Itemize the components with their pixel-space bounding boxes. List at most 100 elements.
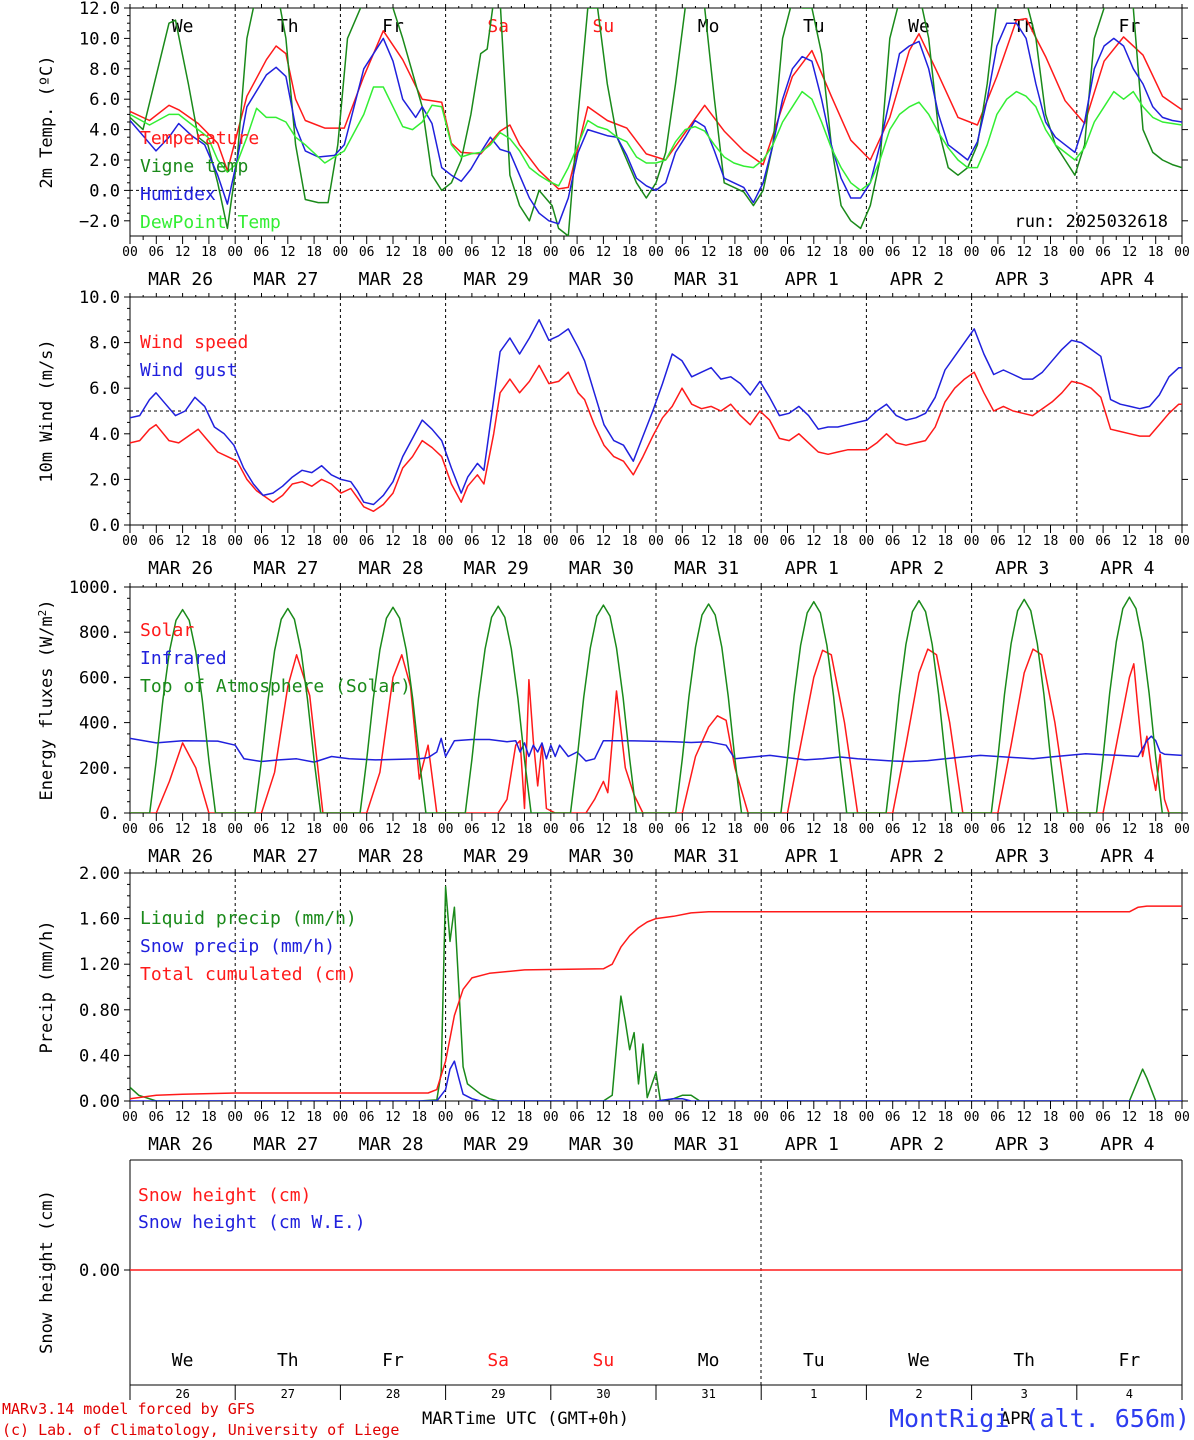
hour-tick-label: 00 [1069, 534, 1085, 549]
hour-tick-label: 06 [990, 822, 1006, 837]
day-number: 28 [386, 1387, 400, 1401]
date-label: MAR 28 [358, 846, 423, 867]
hour-tick-label: 00 [122, 245, 138, 260]
hour-tick-label: 12 [175, 822, 191, 837]
hour-tick-label: 06 [990, 534, 1006, 549]
hour-tick-label: 00 [648, 1110, 664, 1125]
hour-tick-label: 12 [701, 822, 717, 837]
date-label: MAR 31 [674, 269, 739, 290]
hour-tick-label: 12 [280, 534, 296, 549]
hour-tick-label: 00 [227, 822, 243, 837]
time-axis-label: Time UTC (GMT+0h) [455, 1409, 629, 1429]
snow-ytick-label-zero: 0.00 [79, 1261, 120, 1281]
hour-tick-label: 00 [543, 1110, 559, 1125]
date-label: MAR 30 [569, 558, 634, 579]
hour-tick-label: 18 [1148, 245, 1164, 260]
snow-day-ticks [129, 1385, 1183, 1400]
y-tick-label: 10.0 [79, 288, 120, 308]
precip-x-ticks: 00 06 12 18 00 06 12 18 00 06 12 18 00 06 12 18 00 06 12 18… [122, 869, 1190, 1125]
hour-tick-label: 18 [306, 245, 322, 260]
date-label: MAR 28 [358, 269, 423, 290]
wind-y-ticks: 10.0 8.0 6.0 4.0 2.0 0.0 [79, 288, 1188, 536]
date-label: APR 3 [995, 558, 1049, 579]
hour-tick-label: 06 [1095, 245, 1111, 260]
hour-tick-label: 18 [517, 822, 533, 837]
hour-tick-label: 12 [596, 245, 612, 260]
hour-tick-label: 12 [911, 1110, 927, 1125]
hour-tick-label: 18 [937, 534, 953, 549]
hour-tick-label: 18 [937, 1110, 953, 1125]
weekday-label: Th [1013, 16, 1035, 37]
hour-tick-label: 00 [122, 534, 138, 549]
hour-tick-label: 18 [1043, 822, 1059, 837]
weekday-label: We [172, 16, 194, 37]
date-label: APR 2 [890, 1134, 944, 1155]
series-line-total-cumulated-cm [130, 905, 1182, 1100]
hour-tick-label: 00 [1069, 245, 1085, 260]
hour-tick-label: 06 [780, 1110, 796, 1125]
hour-tick-label: 18 [832, 245, 848, 260]
date-label: MAR 28 [358, 1134, 423, 1155]
weekday-label: Th [277, 16, 299, 37]
legend-vigne-temp: Vigne temp [140, 156, 248, 177]
hour-tick-label: 18 [1148, 822, 1164, 837]
hour-tick-label: 06 [148, 1110, 164, 1125]
hour-tick-label: 00 [753, 534, 769, 549]
hour-tick-label: 18 [201, 245, 217, 260]
date-label: APR 4 [1100, 558, 1154, 579]
hour-tick-label: 12 [701, 1110, 717, 1125]
series-line-dewpoint-temp [130, 86, 1182, 192]
y-tick-label: 400. [79, 714, 120, 734]
hour-tick-label: 00 [333, 534, 349, 549]
hour-tick-label: 12 [1016, 1110, 1032, 1125]
day-number: 27 [281, 1387, 295, 1401]
hour-tick-label: 12 [280, 822, 296, 837]
wind-gridlines [130, 297, 1182, 525]
hour-tick-label: 06 [990, 245, 1006, 260]
date-label: APR 3 [995, 1134, 1049, 1155]
date-label: APR 2 [890, 846, 944, 867]
snow-day-numbers: 26 27 28 29 30 31 1 2 3 4 [175, 1387, 1133, 1401]
hour-tick-label: 18 [201, 534, 217, 549]
date-label: MAR 30 [569, 1134, 634, 1155]
hour-tick-label: 06 [464, 1110, 480, 1125]
hour-tick-label: 06 [885, 1110, 901, 1125]
legend-snow-height: Snow height (cm) [138, 1185, 311, 1206]
hour-tick-label: 06 [254, 534, 270, 549]
temperature-gridlines [130, 8, 1182, 236]
y-tick-label: 0.0 [89, 516, 120, 536]
hour-tick-label: 12 [911, 534, 927, 549]
weekday-label: Fr [1119, 16, 1141, 37]
weekday-label: Tu [803, 1350, 825, 1371]
series-line-infrared [130, 735, 1182, 763]
y-tick-label: 800. [79, 623, 120, 643]
hour-tick-label: 12 [280, 245, 296, 260]
series-line-snow-precip-mm-h [130, 1060, 1182, 1101]
date-label: APR 1 [785, 846, 839, 867]
legend-liquid-precip: Liquid precip (mm/h) [140, 908, 357, 929]
hour-tick-label: 12 [490, 1110, 506, 1125]
hour-tick-label: 18 [622, 822, 638, 837]
hour-tick-label: 12 [1016, 245, 1032, 260]
snow-y-axis-label: Snow height (cm) [37, 1190, 57, 1354]
date-label: APR 1 [785, 269, 839, 290]
hour-tick-label: 12 [385, 534, 401, 549]
y-tick-label: 200. [79, 759, 120, 779]
day-number: 4 [1126, 1387, 1133, 1401]
date-label: APR 4 [1100, 1134, 1154, 1155]
hour-tick-label: 12 [701, 534, 717, 549]
copyright-credit: (c) Lab. of Climatology, University of L… [2, 1421, 399, 1439]
hour-tick-label: 06 [780, 822, 796, 837]
weekday-label: Tu [803, 16, 825, 37]
weekday-label: Sa [487, 16, 509, 37]
wind-series [130, 319, 1182, 513]
energy-flux-y-axis-label-sup: 2 [36, 610, 49, 617]
energy-flux-date-labels: MAR 26 MAR 27 MAR 28 MAR 29 MAR 30 MAR 31 APR … [148, 846, 1154, 867]
hour-tick-label: 06 [569, 245, 585, 260]
hour-tick-label: 18 [1043, 534, 1059, 549]
legend-infrared: Infrared [140, 648, 227, 669]
hour-tick-label: 12 [596, 1110, 612, 1125]
hour-tick-label: 00 [543, 822, 559, 837]
y-tick-label: 12.0 [79, 0, 120, 19]
